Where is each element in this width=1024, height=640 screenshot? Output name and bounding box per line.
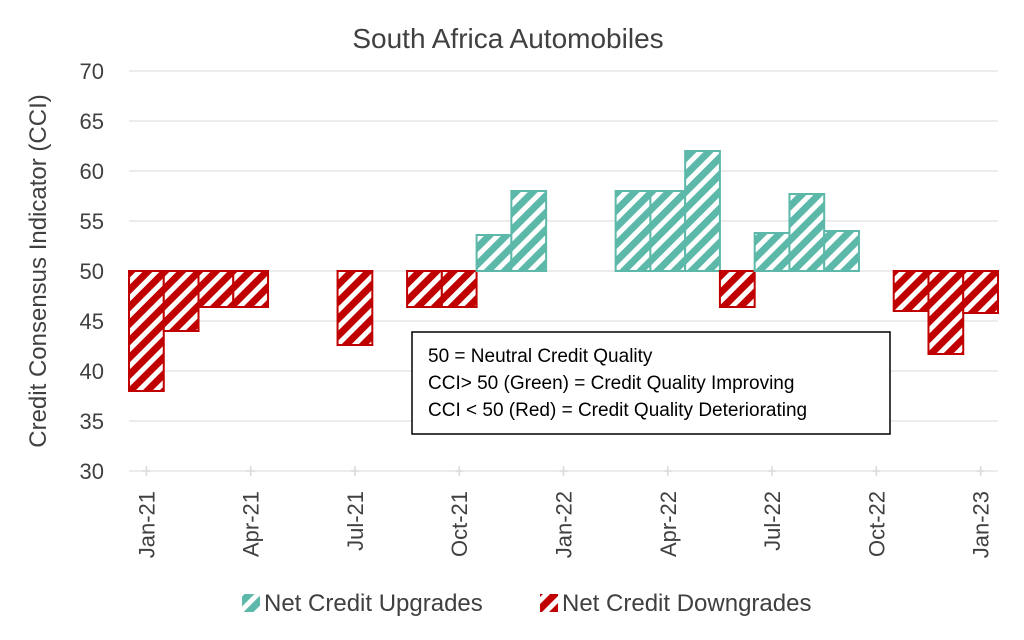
y-tick-label: 35 [80,409,104,434]
annotation-line-deteriorating: CCI < 50 (Red) = Credit Quality Deterior… [428,400,807,421]
bar-upgrade: May-22: 62 [684,150,721,272]
bars: Jan-21: 38Feb-21: 44Mar-21: 46.4Apr-21: … [128,150,999,392]
legend-label-downgrades: Net Credit Downgrades [562,590,811,617]
gridlines [129,70,998,472]
bar-downgrade: Jul-21: 42.6 [336,270,374,346]
chart-title: South Africa Automobiles [352,23,663,54]
bar-upgrade: Aug-22: 57.7 [788,193,826,272]
bar-downgrade: Apr-21: 46.4 [232,270,270,308]
bar-downgrade: Dec-22: 41.7 [927,270,965,355]
annotation-box: 50 = Neutral Credit Quality CCI> 50 (Gre… [411,331,891,435]
annotation-line-improving: CCI> 50 (Green) = Credit Quality Improvi… [428,373,794,394]
bar-upgrade: Nov-21: 53.6 [475,234,513,272]
y-tick-label: 65 [80,109,104,134]
bar-upgrade: Dec-21: 58 [510,190,548,272]
legend-swatch-upgrades [242,594,260,612]
bar-upgrade: Mar-22: 58 [614,190,652,272]
x-tick-label: Apr-21 [239,491,264,557]
legend-swatch-downgrades [540,594,558,612]
x-tick-label: Jan-23 [969,491,994,558]
x-axis-ticks: Jan-21 Apr-21 Jul-21 Oct-21 Jan-22 Apr-22 Jul-… [134,466,994,558]
bar-downgrade: Oct-21: 46.4 [440,270,478,308]
y-axis-ticks: 30 35 40 45 50 55 60 65 70 [80,59,104,484]
legend: Net Credit Upgrades Net Credit Downgrade… [242,590,811,617]
y-tick-label: 60 [80,159,104,184]
x-tick-label: Jul-21 [343,491,368,551]
bar-downgrade: Sep-21: 46.4 [406,270,443,308]
bar-downgrade: Jun-22: 46.4 [718,270,756,308]
y-axis-label: Credit Consensus Indicator (CCI) [25,94,52,447]
bar-upgrade: Sep-22: 54 [823,230,860,272]
x-tick-label: Jan-22 [552,491,577,558]
x-tick-label: Oct-21 [447,491,472,557]
x-tick-label: Jul-22 [760,491,785,551]
annotation-line-neutral: 50 = Neutral Credit Quality [428,346,653,367]
y-tick-label: 50 [80,259,104,284]
y-tick-label: 40 [80,359,104,384]
bar-downgrade: Feb-21: 44 [162,270,200,332]
legend-label-upgrades: Net Credit Upgrades [264,590,483,617]
annotation-frame [411,331,891,435]
x-tick-label: Apr-22 [656,491,681,557]
y-tick-label: 70 [80,59,104,84]
y-tick-label: 45 [80,309,104,334]
bar-upgrade: Jul-22: 53.8 [753,232,791,272]
bar-downgrade: Jan-21: 38 [128,270,165,392]
x-tick-label: Oct-22 [864,491,889,557]
bar-downgrade: Jan-23: 45.8 [962,270,999,314]
bar-downgrade: Nov-22: 46 [892,270,930,312]
y-tick-label: 55 [80,209,104,234]
x-tick-label: Jan-21 [134,491,159,558]
y-tick-label: 30 [80,459,104,484]
bar-downgrade: Mar-21: 46.4 [197,270,235,308]
bar-upgrade: Apr-22: 58 [649,190,687,272]
